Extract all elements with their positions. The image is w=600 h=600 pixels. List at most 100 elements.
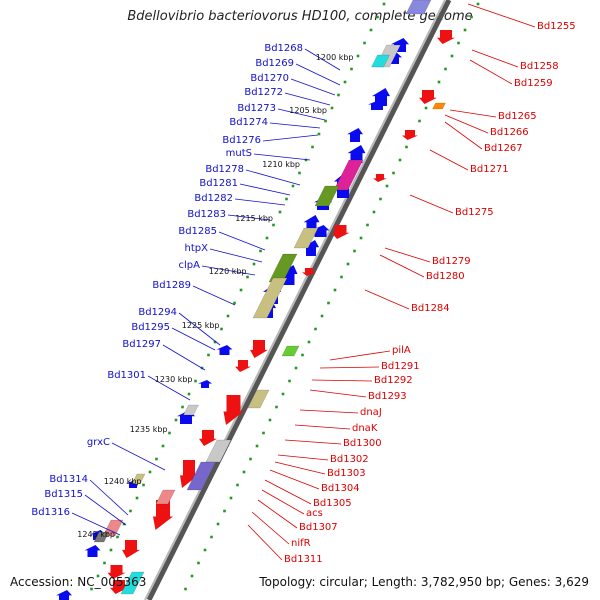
forward-gene-label[interactable]: Bd1270: [250, 73, 289, 84]
forward-label-leader: [277, 108, 326, 121]
scale-tick-label: 1205 kbp: [289, 106, 327, 115]
tick-dot: [457, 41, 460, 45]
reverse-gene-label[interactable]: pilA: [392, 345, 411, 356]
reverse-gene-label[interactable]: Bd1303: [327, 468, 366, 479]
forward-gene-label[interactable]: Bd1274: [229, 117, 268, 128]
forward-gene-label[interactable]: Bd1316: [31, 507, 70, 518]
reverse-gene-label[interactable]: Bd1292: [374, 375, 413, 386]
tick-dot: [304, 158, 308, 162]
reverse-gene-label[interactable]: Bd1267: [484, 143, 523, 154]
reverse-gene-label[interactable]: Bd1304: [321, 483, 360, 494]
reverse-gene-label[interactable]: Bd1266: [490, 127, 529, 138]
reverse-label-leader: [471, 49, 519, 68]
reverse-gene-label[interactable]: Bd1291: [381, 361, 420, 372]
forward-gene: [56, 590, 72, 600]
reverse-gene-label[interactable]: Bd1293: [368, 391, 407, 402]
reverse-gene-label[interactable]: dnaK: [352, 423, 378, 434]
gene-block-lime: [281, 345, 300, 357]
reverse-label-leader: [294, 424, 351, 430]
reverse-gene: [437, 30, 455, 44]
forward-gene: [84, 545, 101, 557]
forward-gene-label[interactable]: Bd1297: [122, 339, 161, 350]
tick-dot: [291, 184, 295, 188]
forward-gene-label[interactable]: Bd1294: [138, 307, 177, 318]
tick-dot: [272, 223, 275, 227]
reverse-gene-label[interactable]: Bd1275: [455, 207, 494, 218]
reverse-gene-label[interactable]: dnaJ: [360, 407, 382, 418]
forward-gene: [303, 215, 320, 231]
tick-dot: [96, 574, 100, 578]
forward-gene-label[interactable]: grxC: [86, 437, 110, 448]
reverse-gene-label[interactable]: acs: [306, 508, 323, 519]
reverse-gene: [250, 340, 268, 358]
tick-dot: [203, 548, 207, 552]
reverse-gene-label[interactable]: Bd1284: [411, 303, 450, 314]
tick-dot: [327, 301, 330, 305]
forward-gene-label[interactable]: Bd1273: [237, 103, 276, 114]
forward-gene-label[interactable]: Bd1268: [264, 43, 303, 54]
tick-dot: [103, 561, 106, 565]
reverse-label-leader: [251, 511, 290, 545]
reverse-gene-label[interactable]: Bd1302: [330, 454, 369, 465]
tick-dot: [363, 41, 366, 45]
forward-gene-label[interactable]: Bd1272: [244, 87, 283, 98]
reverse-gene-label[interactable]: Bd1279: [432, 256, 471, 267]
reverse-label-leader: [429, 149, 469, 171]
forward-gene-label[interactable]: Bd1289: [152, 280, 191, 291]
forward-gene-label[interactable]: clpA: [178, 260, 200, 271]
forward-gene-label[interactable]: Bd1278: [205, 164, 244, 175]
forward-gene-label[interactable]: Bd1282: [194, 193, 233, 204]
forward-gene: [216, 345, 233, 355]
tick-dot: [366, 223, 369, 227]
backbone-line: [146, 0, 452, 600]
tick-dot: [187, 392, 191, 396]
reverse-gene-label[interactable]: Bd1300: [343, 438, 382, 449]
reverse-label-leader: [444, 121, 483, 150]
scale-tick-label: 1230 kbp: [155, 375, 193, 384]
reverse-gene-label[interactable]: Bd1259: [514, 78, 553, 89]
scale-tick-label: 1215 kbp: [235, 214, 273, 223]
reverse-gene-label[interactable]: Bd1271: [470, 164, 509, 175]
reverse-label-leader: [247, 524, 283, 561]
forward-gene-label[interactable]: htpX: [184, 243, 208, 254]
forward-label-leader: [171, 327, 216, 351]
forward-gene-label[interactable]: Bd1276: [222, 135, 261, 146]
forward-gene-label[interactable]: Bd1301: [107, 370, 146, 381]
reverse-gene: [153, 500, 173, 530]
reverse-label-leader: [329, 350, 391, 361]
forward-gene-label[interactable]: Bd1283: [187, 209, 226, 220]
tick-dot: [278, 210, 282, 214]
reverse-gene-label[interactable]: Bd1311: [284, 554, 323, 565]
reverse-label-leader: [449, 109, 497, 118]
forward-gene-label[interactable]: Bd1285: [178, 226, 217, 237]
reverse-gene-label[interactable]: Bd1255: [537, 21, 576, 32]
forward-gene-label[interactable]: Bd1269: [255, 58, 294, 69]
forward-label-leader: [209, 248, 263, 263]
forward-label-leader: [218, 231, 266, 251]
reverse-gene-label[interactable]: Bd1265: [498, 111, 537, 122]
reverse-label-leader: [264, 479, 312, 505]
forward-label-leader: [89, 479, 129, 516]
scale-tick-label: 1210 kbp: [262, 160, 300, 169]
reverse-gene-label[interactable]: Bd1280: [426, 271, 465, 282]
reverse-gene-label[interactable]: Bd1258: [520, 61, 559, 72]
forward-gene-label[interactable]: Bd1314: [49, 474, 88, 485]
forward-label-leader: [239, 183, 291, 196]
tick-dot: [379, 197, 382, 201]
forward-gene-label[interactable]: Bd1281: [199, 178, 238, 189]
forward-label-leader: [162, 344, 206, 371]
reverse-gene: [122, 540, 140, 558]
reverse-gene-label[interactable]: Bd1305: [313, 498, 352, 509]
forward-gene-label[interactable]: mutS: [225, 148, 252, 159]
forward-gene: [198, 380, 212, 388]
tick-dot: [116, 535, 119, 539]
reverse-gene-label[interactable]: nifR: [291, 538, 311, 549]
scale-tick-label: 1220 kbp: [209, 267, 247, 276]
tick-dot: [236, 483, 239, 487]
forward-gene-label[interactable]: Bd1315: [44, 489, 83, 500]
tick-dot: [242, 470, 246, 474]
forward-gene-label[interactable]: Bd1295: [131, 322, 170, 333]
tick-dot: [311, 145, 314, 149]
reverse-gene-label[interactable]: Bd1307: [299, 522, 338, 533]
tick-dot: [181, 405, 184, 409]
